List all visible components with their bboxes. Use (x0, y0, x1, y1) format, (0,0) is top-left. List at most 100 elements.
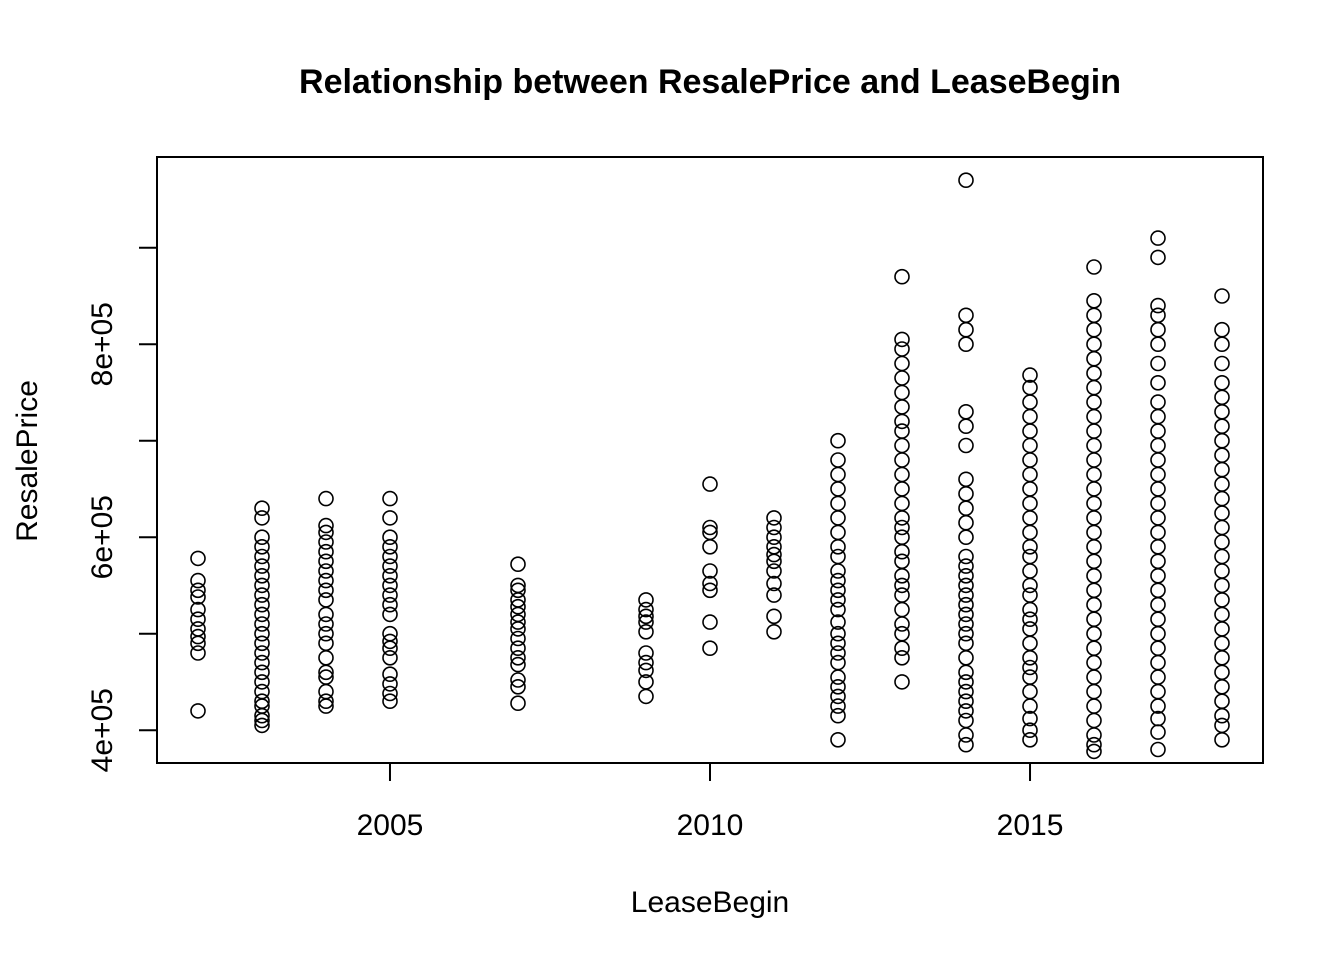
data-point (190, 582, 206, 599)
data-point (318, 635, 334, 652)
data-point (1214, 505, 1230, 521)
data-point (1150, 510, 1166, 526)
data-point (382, 510, 398, 526)
data-point (1086, 743, 1102, 760)
data-point (1022, 437, 1038, 454)
data-point (1214, 563, 1230, 579)
data-point (1086, 625, 1102, 642)
data-point (958, 664, 974, 681)
data-point (190, 550, 206, 567)
data-point (1086, 336, 1102, 353)
data-point (766, 546, 782, 563)
data-point (1086, 712, 1102, 729)
data-point (1150, 408, 1166, 425)
data-point (190, 589, 206, 605)
data-point (1022, 563, 1038, 579)
data-point (1022, 577, 1038, 594)
x-axis: 2005 2010 2015 (357, 763, 1063, 842)
data-point (1022, 379, 1038, 396)
data-point (830, 645, 846, 661)
data-point (1150, 423, 1166, 439)
data-point (382, 529, 398, 546)
data-point (1086, 611, 1102, 628)
data-point (894, 355, 910, 372)
data-point (1022, 611, 1038, 628)
data-point (1214, 534, 1230, 550)
data-point (894, 625, 910, 642)
data-point (1150, 230, 1166, 246)
data-point (1150, 596, 1166, 613)
data-point (766, 510, 782, 526)
data-point (382, 587, 398, 603)
data-point (318, 606, 334, 623)
data-point (1022, 621, 1038, 637)
data-point (958, 558, 974, 574)
data-point (894, 510, 910, 526)
data-point (318, 553, 334, 570)
data-point (894, 268, 910, 285)
y-tick-label: 4e+05 (86, 688, 119, 772)
data-point (1086, 510, 1102, 526)
data-point (1022, 731, 1038, 748)
data-point (254, 683, 270, 700)
data-point (1022, 659, 1038, 676)
data-point (894, 567, 910, 584)
data-point (254, 635, 270, 652)
data-point (894, 577, 910, 594)
data-point (1150, 452, 1166, 468)
data-point (1022, 495, 1038, 512)
data-point (1086, 495, 1102, 512)
data-point (1150, 495, 1166, 512)
data-point (254, 606, 270, 623)
data-point (1086, 365, 1102, 382)
y-axis-label: ResalePrice (11, 380, 44, 542)
data-point (254, 654, 270, 671)
data-point (1214, 389, 1230, 406)
data-point (190, 621, 206, 637)
data-point (830, 678, 846, 695)
data-point (958, 649, 974, 666)
data-point (1086, 669, 1102, 685)
data-point (318, 534, 334, 550)
data-point (958, 674, 974, 690)
data-point (1086, 567, 1102, 584)
data-point (958, 172, 974, 188)
data-point (958, 403, 974, 420)
data-point (638, 688, 654, 705)
chart-title: Relationship between ResalePrice and Lea… (299, 63, 1121, 101)
data-point (894, 384, 910, 401)
data-point (958, 548, 974, 565)
data-point (958, 693, 974, 710)
data-point (830, 698, 846, 714)
data-point (510, 582, 526, 599)
data-point (894, 413, 910, 430)
data-point (1214, 418, 1230, 435)
data-point (510, 678, 526, 695)
data-point (1086, 553, 1102, 570)
data-point (1086, 437, 1102, 454)
data-point (1086, 582, 1102, 599)
data-point (254, 596, 270, 613)
data-point (638, 645, 654, 661)
data-point (1214, 717, 1230, 734)
data-point (894, 423, 910, 439)
data-point (1150, 524, 1166, 541)
data-point (382, 490, 398, 507)
data-point (1214, 621, 1230, 637)
data-point (958, 418, 974, 435)
data-point (894, 519, 910, 536)
data-point (830, 466, 846, 483)
data-point (318, 649, 334, 666)
data-point (958, 437, 974, 454)
data-point (1214, 577, 1230, 594)
data-point (1150, 611, 1166, 628)
data-point (1214, 707, 1230, 724)
data-point (702, 640, 718, 657)
data-point (958, 635, 974, 652)
data-point (702, 614, 718, 630)
data-point (1022, 481, 1038, 497)
data-point (830, 572, 846, 589)
data-point (190, 611, 206, 628)
data-point (894, 601, 910, 618)
